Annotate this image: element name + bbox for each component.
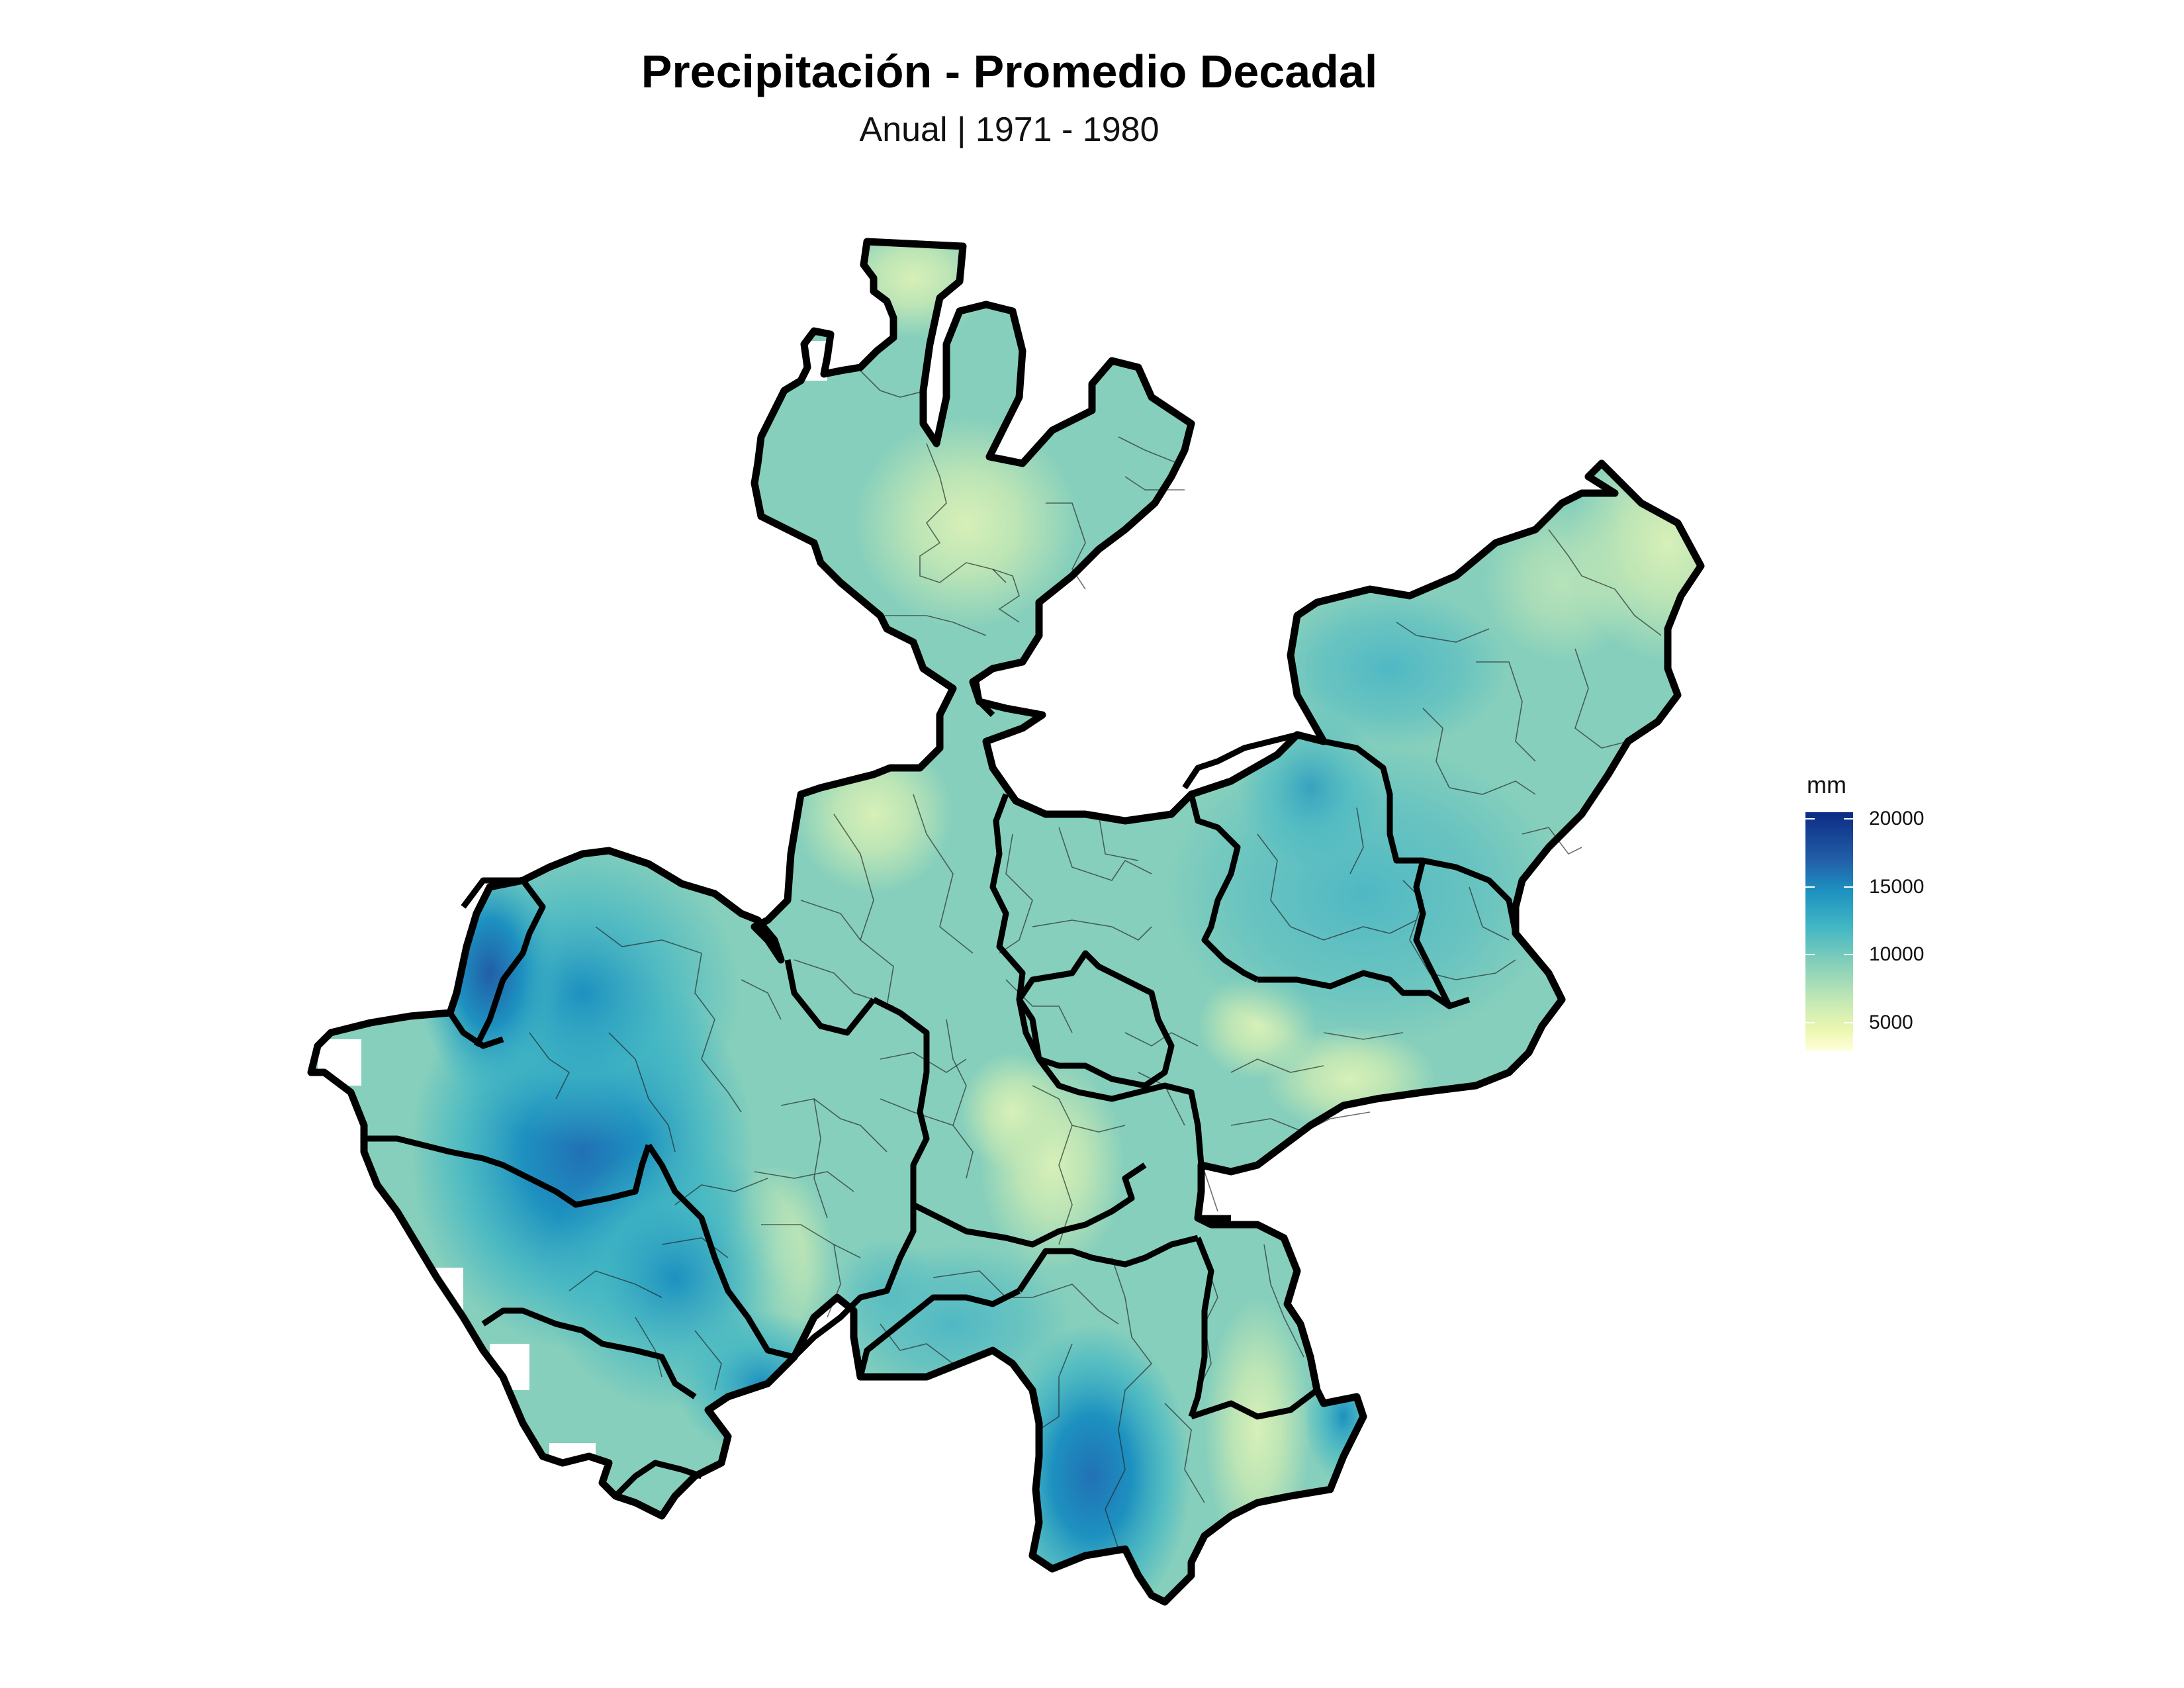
legend-label-15000: 15000	[1869, 876, 1925, 898]
color-legend: mm 20000 15000 10000 5000	[1805, 771, 2004, 1062]
legend-label-5000: 5000	[1869, 1011, 1913, 1033]
legend-label-20000: 20000	[1869, 808, 1925, 829]
chart-subtitle: Anual | 1971 - 1980	[859, 111, 1160, 149]
region-boundaries	[364, 681, 1519, 1499]
legend-tick-left-10000	[1805, 954, 1815, 955]
legend-tick-left-15000	[1805, 886, 1815, 888]
legend-tick-right-20000	[1844, 818, 1853, 820]
precipitation-surface	[311, 242, 1701, 1602]
legend-tick-left-20000	[1805, 818, 1815, 820]
legend-tick-right-5000	[1844, 1022, 1853, 1023]
legend-label-10000: 10000	[1869, 943, 1925, 965]
chart-title: Precipitación - Promedio Decadal	[641, 46, 1378, 97]
legend-tick-left-5000	[1805, 1022, 1815, 1023]
legend-title: mm	[1807, 771, 1846, 798]
legend-tick-right-15000	[1844, 886, 1853, 888]
municipal-boundaries	[529, 370, 1662, 1550]
legend-tick-right-10000	[1844, 954, 1853, 955]
legend-colorbar	[1805, 812, 1853, 1051]
